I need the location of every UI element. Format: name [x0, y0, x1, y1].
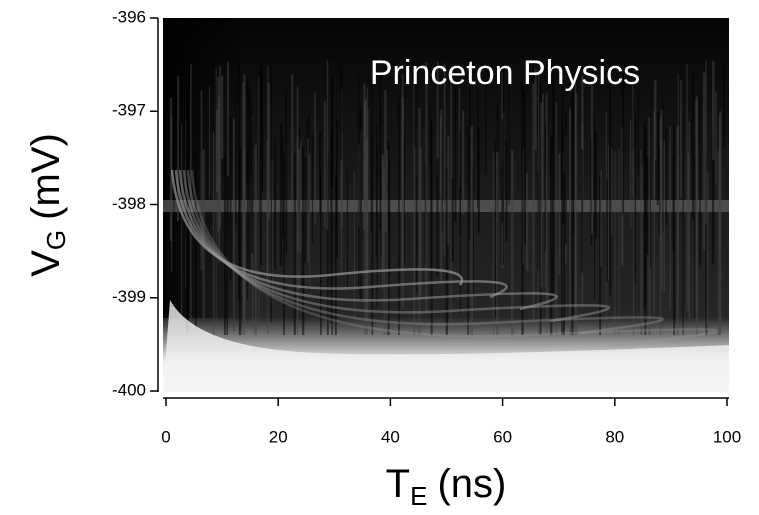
x-tick-label: 60 — [493, 427, 512, 446]
x-tick-label: 100 — [713, 427, 741, 446]
fringe — [170, 169, 464, 286]
fringe — [174, 169, 508, 299]
y-tick-label: -396 — [112, 7, 146, 26]
x-tick-label: 80 — [605, 427, 624, 446]
y-label-sub: G — [41, 230, 71, 250]
y-label-unit: (mV) — [24, 133, 68, 220]
y-label-main: V — [24, 250, 68, 277]
x-label-unit: (ns) — [437, 462, 506, 506]
y-tick-label: -400 — [112, 380, 146, 399]
x-axis-label: TE (ns) — [386, 462, 507, 511]
y-axis-label: VG (mV) — [24, 133, 71, 277]
annotation: Princeton Physics — [370, 54, 640, 92]
fringe — [186, 169, 664, 335]
y-tick-label: -398 — [112, 194, 146, 213]
heatmap-image — [163, 18, 729, 392]
x-tick-label: 40 — [381, 427, 400, 446]
y-tick-label: -397 — [112, 101, 146, 120]
edge — [163, 300, 729, 392]
y-tick-label: -399 — [112, 287, 146, 306]
x-tick-label: 0 — [161, 427, 170, 446]
fringe — [190, 169, 719, 347]
x-label-main: T — [386, 462, 410, 506]
fringe — [178, 169, 558, 311]
fringe — [182, 169, 611, 323]
x-label-sub: E — [410, 481, 427, 511]
x-tick-label: 20 — [269, 427, 288, 446]
